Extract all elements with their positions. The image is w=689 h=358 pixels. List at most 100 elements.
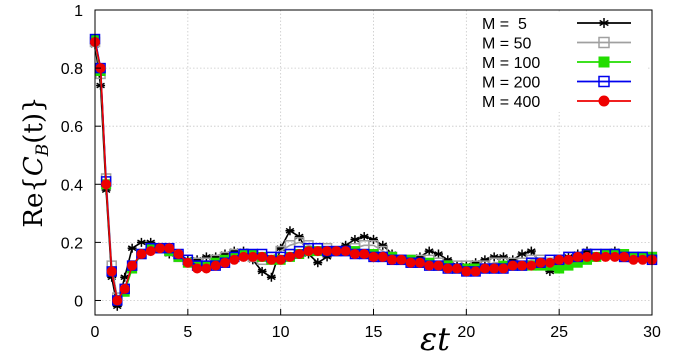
- data-point: [127, 260, 138, 271]
- x-tick-label: 20: [457, 324, 475, 341]
- data-point: [154, 243, 165, 254]
- x-label-t: t: [437, 320, 450, 358]
- data-point: [313, 258, 323, 268]
- x-tick-label: 0: [91, 324, 100, 341]
- x-tick-label: 15: [365, 324, 383, 341]
- legend-label: M = 100: [482, 55, 540, 72]
- data-point: [554, 263, 565, 274]
- tick-layer: 0 5 10 15 20 25 30 0 0.2 0.4 0.6 0.8 1: [61, 3, 661, 341]
- data-point: [359, 232, 369, 242]
- data-point: [442, 263, 453, 274]
- data-point: [201, 263, 212, 274]
- data-point: [322, 246, 333, 257]
- data-point: [452, 263, 463, 274]
- y-label-prefix: Re{: [19, 176, 49, 228]
- data-point: [526, 260, 537, 271]
- series-4: [90, 36, 657, 306]
- data-point: [173, 249, 184, 259]
- data-point: [498, 263, 509, 274]
- y-label-sub: B: [33, 144, 53, 158]
- data-point: [480, 255, 490, 265]
- data-point: [349, 249, 360, 259]
- data-point: [350, 234, 360, 244]
- data-point: [238, 251, 249, 262]
- legend: M = 5 M = 50 M = 100 M = 200 M = 400: [468, 12, 648, 112]
- data-point: [405, 257, 416, 268]
- data-point: [609, 251, 620, 262]
- data-point: [369, 234, 378, 244]
- data-point: [489, 263, 500, 274]
- data-point: [106, 266, 117, 277]
- y-label-arg: (t): [19, 113, 49, 144]
- y-tick-label: 0.4: [61, 177, 83, 194]
- x-tick-label: 30: [643, 324, 661, 341]
- data-point: [572, 251, 583, 262]
- data-point: [284, 251, 295, 262]
- data-point: [535, 257, 546, 268]
- data-point: [340, 246, 351, 257]
- data-point: [275, 254, 286, 265]
- data-point: [424, 246, 434, 256]
- data-point: [433, 249, 443, 259]
- x-axis-label: εt: [420, 320, 450, 358]
- data-point: [266, 272, 276, 282]
- data-point: [210, 260, 221, 271]
- data-point: [257, 251, 268, 262]
- legend-label: M = 50: [482, 36, 531, 53]
- data-point: [285, 226, 295, 236]
- data-point: [599, 18, 609, 28]
- data-point: [591, 251, 602, 262]
- y-label-c: C: [19, 156, 49, 176]
- data-point: [598, 75, 610, 88]
- data-point: [247, 251, 258, 262]
- data-point: [582, 251, 593, 262]
- data-point: [229, 254, 240, 265]
- x-tick-label: 10: [272, 324, 290, 341]
- data-point: [266, 254, 277, 265]
- data-point: [507, 260, 518, 271]
- data-point: [119, 283, 130, 294]
- data-point: [396, 254, 407, 265]
- y-label-suffix: }: [19, 96, 49, 113]
- data-point: [526, 246, 536, 256]
- data-point: [598, 56, 610, 68]
- x-tick-label: 25: [550, 324, 568, 341]
- y-tick-label: 0.2: [61, 235, 83, 252]
- legend-label: M = 200: [482, 75, 540, 92]
- data-point: [619, 251, 630, 262]
- data-point: [294, 232, 304, 242]
- data-point: [182, 257, 193, 268]
- data-point: [424, 260, 435, 271]
- data-point: [359, 249, 370, 259]
- series-layer: [89, 33, 658, 311]
- data-point: [600, 251, 611, 262]
- data-point: [136, 249, 147, 259]
- data-point: [294, 249, 305, 259]
- data-point: [331, 246, 342, 257]
- data-point: [164, 243, 175, 254]
- data-point: [598, 95, 610, 107]
- data-point: [461, 266, 472, 277]
- data-point: [414, 257, 425, 268]
- y-axis-label: Re{CB(t)}: [19, 96, 53, 227]
- y-tick-label: 1: [74, 3, 83, 20]
- data-point: [479, 263, 490, 274]
- data-point: [257, 266, 267, 276]
- data-point: [219, 257, 230, 268]
- data-point: [489, 252, 499, 262]
- legend-label: M = 5: [482, 16, 527, 33]
- y-tick-label: 0.8: [61, 61, 83, 78]
- data-point: [544, 257, 555, 268]
- x-label-eps: ε: [420, 320, 437, 358]
- data-point: [517, 260, 528, 271]
- data-point: [517, 249, 527, 259]
- data-point: [470, 266, 481, 277]
- data-point: [192, 263, 203, 274]
- data-point: [136, 237, 146, 247]
- svg-text:Re{CB(t)}: Re{CB(t)}: [19, 96, 53, 227]
- data-point: [433, 260, 444, 271]
- data-point: [498, 252, 508, 262]
- data-point: [101, 179, 112, 190]
- data-point: [312, 246, 323, 257]
